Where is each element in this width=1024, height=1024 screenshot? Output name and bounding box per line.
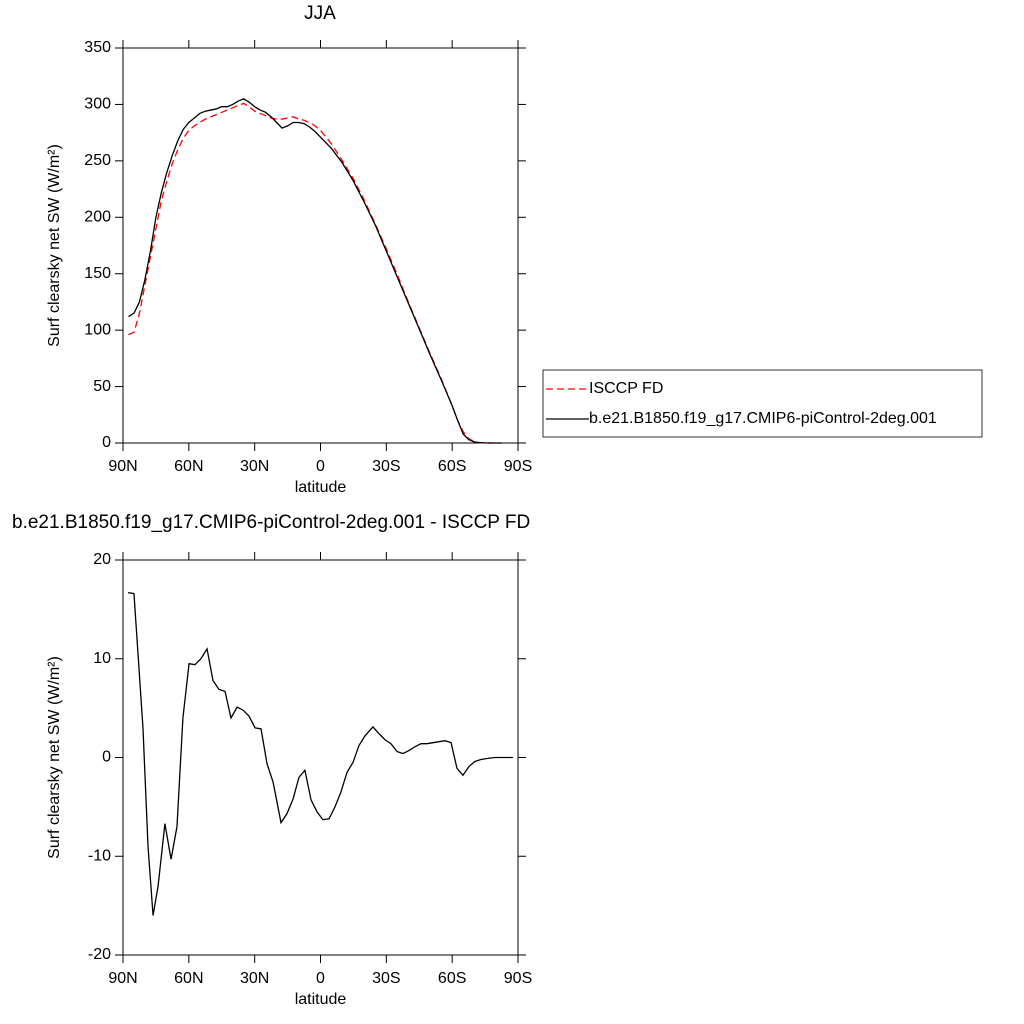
legend-box: [542, 369, 983, 438]
x-tick-label: 90S: [504, 970, 532, 987]
x-axis-label: latitude: [295, 479, 347, 496]
x-tick-label: 60S: [438, 458, 466, 475]
x-tick-label: 90N: [108, 970, 137, 987]
series-line: [128, 98, 502, 444]
legend-label: ISCCP FD: [589, 380, 663, 397]
legend-label: b.e21.B1850.f19_g17.CMIP6-piControl-2deg…: [589, 410, 937, 427]
x-tick-label: 0: [316, 970, 325, 987]
y-tick-label: 200: [84, 209, 111, 226]
y-tick-label: 50: [93, 378, 111, 395]
series-line: [128, 102, 502, 444]
y-tick-label: 350: [84, 39, 111, 56]
x-tick-label: 30S: [372, 458, 400, 475]
y-tick-label: 0: [102, 749, 111, 766]
y-tick-label: 10: [93, 650, 111, 667]
y-tick-label: 250: [84, 152, 111, 169]
y-tick-label: -20: [88, 946, 111, 963]
y-axis-label: Surf clearsky net SW (W/m²): [46, 144, 63, 347]
x-tick-label: 30N: [240, 458, 269, 475]
chart-title: b.e21.B1850.f19_g17.CMIP6-piControl-2deg…: [12, 512, 530, 533]
x-tick-label: 60N: [174, 458, 203, 475]
series-line: [127, 591, 513, 916]
x-tick-label: 90N: [108, 458, 137, 475]
x-tick-label: 90S: [504, 458, 532, 475]
plot-frame: [122, 47, 519, 444]
y-tick-label: -10: [88, 847, 111, 864]
x-tick-label: 60S: [438, 970, 466, 987]
x-tick-label: 30N: [240, 970, 269, 987]
y-tick-label: 100: [84, 321, 111, 338]
x-tick-label: 30S: [372, 970, 400, 987]
x-axis-label: latitude: [295, 991, 347, 1008]
y-tick-label: 20: [93, 551, 111, 568]
x-tick-label: 0: [316, 458, 325, 475]
chart-title: JJA: [304, 3, 336, 24]
y-tick-label: 150: [84, 265, 111, 282]
y-tick-label: 300: [84, 96, 111, 113]
plot-frame: [122, 559, 519, 956]
y-axis-label: Surf clearsky net SW (W/m²): [46, 656, 63, 859]
x-tick-label: 60N: [174, 970, 203, 987]
y-tick-label: 0: [102, 434, 111, 451]
